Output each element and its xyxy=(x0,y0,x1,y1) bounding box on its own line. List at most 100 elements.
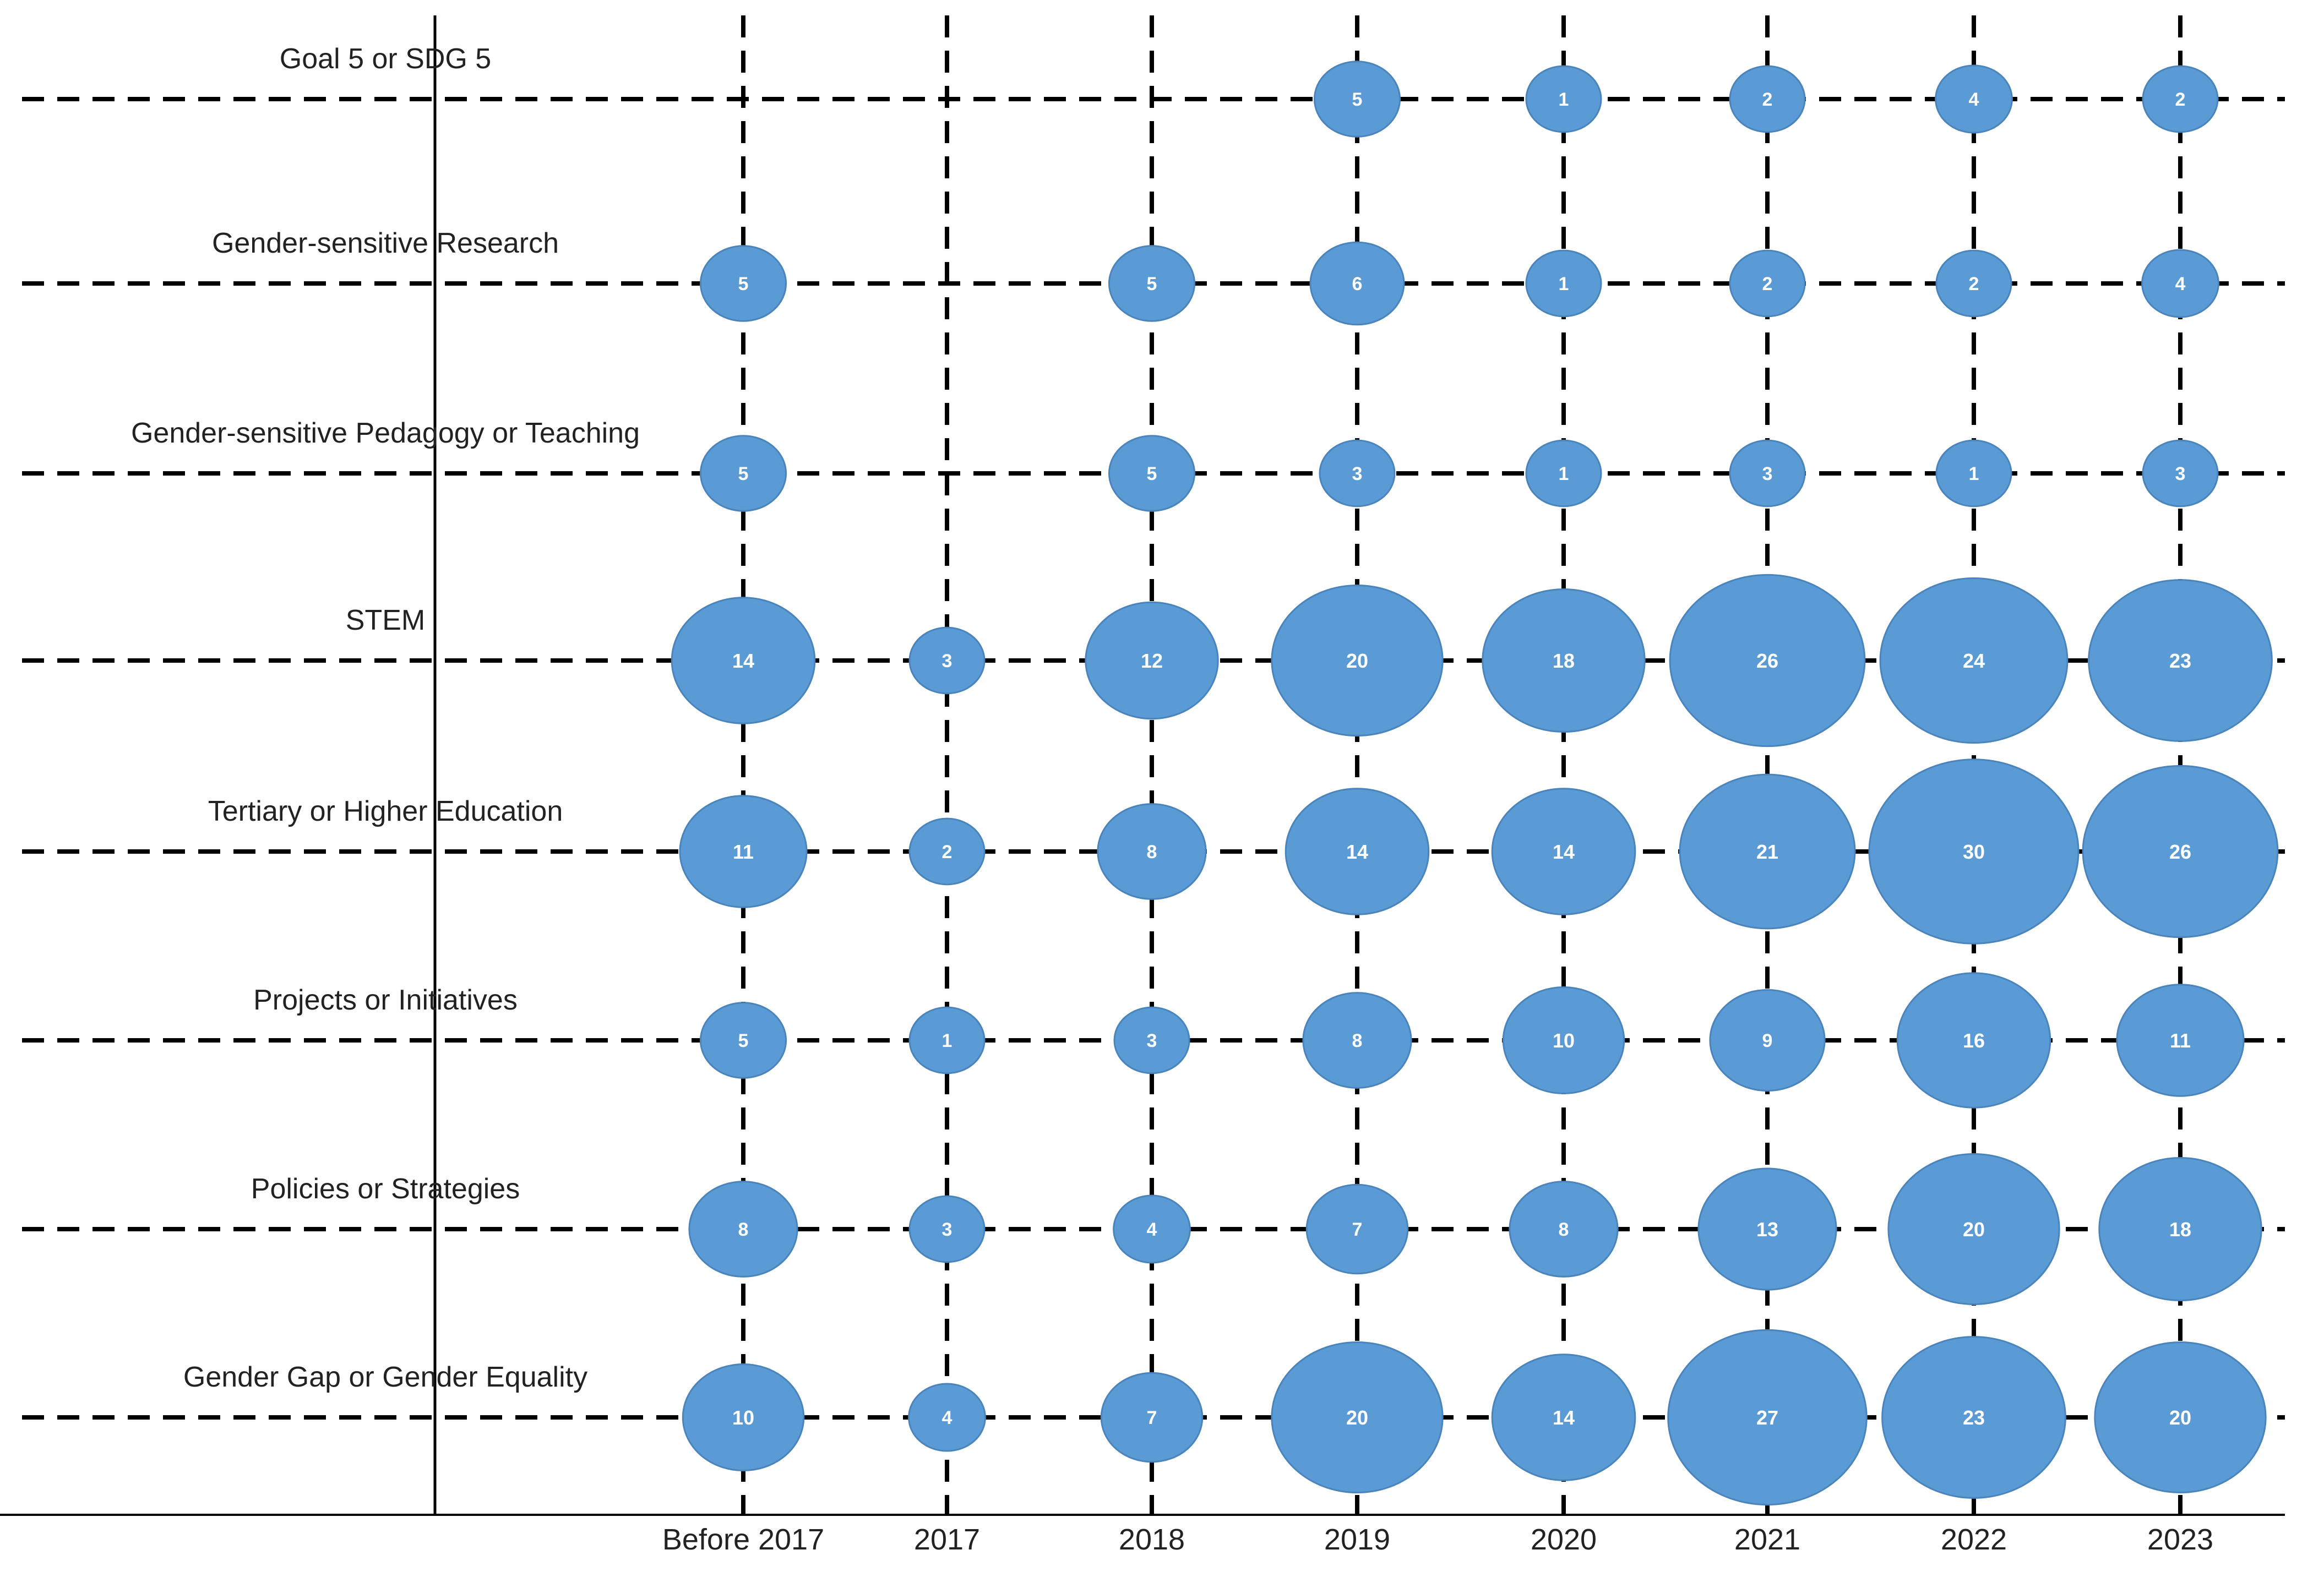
data-label: 20 xyxy=(1346,1406,1368,1429)
data-bubble xyxy=(1879,577,2069,744)
data-bubble xyxy=(679,795,808,908)
data-label: 5 xyxy=(1352,89,1363,110)
data-label: 18 xyxy=(1553,650,1575,672)
data-bubble xyxy=(1729,65,1806,133)
data-bubble xyxy=(1868,759,2080,945)
data-label: 8 xyxy=(738,1219,749,1240)
row-label: Gender-sensitive Research xyxy=(212,227,559,259)
data-bubble xyxy=(1935,64,2013,134)
data-label: 18 xyxy=(2169,1218,2191,1241)
data-label: 6 xyxy=(1352,274,1363,294)
data-label: 20 xyxy=(2169,1406,2191,1429)
data-bubble xyxy=(1482,588,1646,733)
data-bubble xyxy=(1525,249,1602,318)
row-label: Gender Gap or Gender Equality xyxy=(183,1361,587,1393)
data-label: 5 xyxy=(738,463,749,484)
data-label: 26 xyxy=(2169,841,2191,863)
data-label: 3 xyxy=(942,651,953,672)
data-bubble xyxy=(1319,439,1396,508)
data-bubble xyxy=(1285,788,1430,915)
data-label: 5 xyxy=(1147,274,1157,294)
data-bubble xyxy=(1302,992,1412,1089)
data-label: 10 xyxy=(732,1406,754,1429)
data-bubble xyxy=(671,597,816,724)
data-bubble xyxy=(699,1002,787,1079)
data-label: 1 xyxy=(1559,89,1569,110)
data-label: 5 xyxy=(738,1030,749,1051)
data-bubble xyxy=(2142,65,2219,133)
x-tick-label: Before 2017 xyxy=(662,1523,824,1556)
data-bubble xyxy=(1313,61,1401,138)
data-label: 11 xyxy=(2170,1029,2191,1052)
data-bubble xyxy=(1935,249,2012,318)
data-bubble xyxy=(1305,1183,1409,1275)
data-label: 4 xyxy=(2175,274,2186,294)
data-label: 24 xyxy=(1963,650,1985,672)
data-bubble xyxy=(1100,1372,1204,1463)
data-label: 2 xyxy=(942,842,953,863)
data-label: 23 xyxy=(2169,650,2191,672)
data-bubble xyxy=(1085,601,1219,720)
data-bubble xyxy=(908,1006,986,1074)
data-bubble xyxy=(1679,773,1856,930)
data-bubble xyxy=(2098,1156,2262,1302)
data-label: 1 xyxy=(942,1030,953,1051)
data-bubble xyxy=(682,1363,805,1472)
data-bubble xyxy=(1729,249,1806,318)
data-label: 20 xyxy=(1963,1218,1985,1241)
row-label: Tertiary or Higher Education xyxy=(208,795,563,827)
data-bubble xyxy=(699,435,787,512)
data-bubble xyxy=(2141,249,2219,318)
data-bubble xyxy=(1113,1006,1190,1074)
data-label: 2 xyxy=(1762,89,1773,110)
data-bubble xyxy=(1525,65,1602,133)
data-label: 4 xyxy=(942,1407,953,1428)
data-label: 14 xyxy=(1553,841,1575,863)
data-bubble xyxy=(1896,972,2051,1109)
data-bubble xyxy=(1271,584,1444,737)
data-bubble xyxy=(699,245,787,322)
row-label: STEM xyxy=(346,604,425,636)
data-label: 3 xyxy=(1762,463,1773,484)
data-label: 8 xyxy=(1352,1030,1363,1051)
data-label: 20 xyxy=(1346,650,1368,672)
x-tick-label: 2018 xyxy=(1119,1523,1185,1556)
data-bubble xyxy=(1113,1194,1191,1264)
data-bubble xyxy=(1108,435,1196,512)
data-bubble xyxy=(1271,1341,1444,1494)
data-bubble xyxy=(1502,986,1625,1095)
data-label: 7 xyxy=(1352,1219,1363,1240)
row-label: Gender-sensitive Pedagogy or Teaching xyxy=(131,417,640,449)
data-bubble xyxy=(2088,579,2273,742)
data-bubble xyxy=(1491,1354,1636,1481)
data-label: 21 xyxy=(1756,841,1778,863)
row-label: Policies or Strategies xyxy=(251,1173,520,1205)
data-label: 14 xyxy=(732,650,754,672)
data-label: 5 xyxy=(1147,463,1157,484)
data-label: 30 xyxy=(1963,841,1985,863)
data-label: 1 xyxy=(1559,463,1569,484)
data-label: 8 xyxy=(1559,1219,1569,1240)
x-tick-label: 2021 xyxy=(1734,1523,1800,1556)
data-bubble xyxy=(1509,1181,1619,1278)
data-label: 7 xyxy=(1147,1407,1157,1428)
data-bubble xyxy=(1881,1336,2066,1499)
row-label: Projects or Initiatives xyxy=(253,984,518,1016)
data-label: 13 xyxy=(1756,1218,1778,1241)
data-label: 11 xyxy=(733,841,754,863)
data-label: 12 xyxy=(1141,650,1163,672)
data-bubble xyxy=(908,626,986,695)
x-tick-label: 2019 xyxy=(1324,1523,1390,1556)
data-label: 8 xyxy=(1147,842,1157,863)
data-bubble xyxy=(688,1181,798,1278)
row-label: Goal 5 or SDG 5 xyxy=(280,43,491,75)
data-bubble xyxy=(1525,439,1602,508)
data-label: 3 xyxy=(1352,463,1363,484)
data-label: 9 xyxy=(1762,1030,1773,1051)
data-bubble xyxy=(1709,989,1826,1092)
data-label: 1 xyxy=(1969,463,1979,484)
data-bubble xyxy=(908,817,986,886)
x-tick-label: 2017 xyxy=(914,1523,980,1556)
